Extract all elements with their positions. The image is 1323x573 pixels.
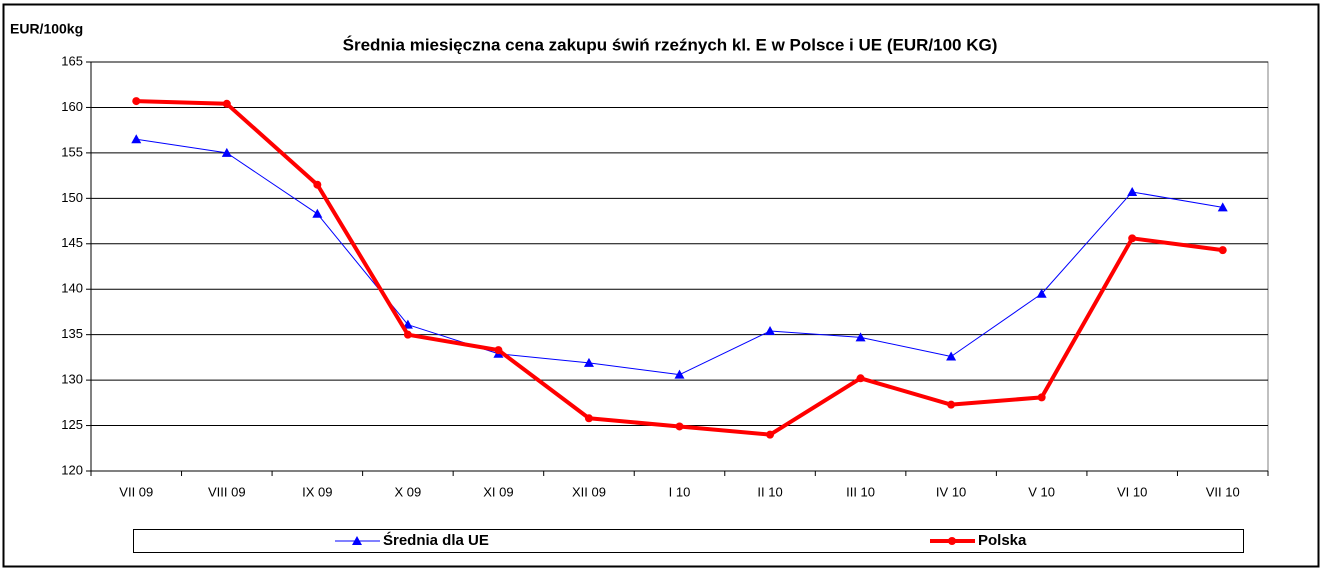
y-tick-label: 160 xyxy=(61,99,83,114)
data-point xyxy=(947,400,956,409)
y-tick-label: 140 xyxy=(61,281,83,296)
x-tick-label: I 10 xyxy=(669,484,691,499)
data-point xyxy=(946,351,957,361)
data-point xyxy=(1218,246,1227,255)
data-point xyxy=(1037,393,1046,402)
x-tick-label: XI 09 xyxy=(483,484,513,499)
x-tick-label: VII 09 xyxy=(119,484,153,499)
x-tick-label: IX 09 xyxy=(302,484,332,499)
chart-title: Średnia miesięczna cena zakupu świń rzeź… xyxy=(343,35,998,54)
data-point xyxy=(766,430,775,439)
y-tick-label: 130 xyxy=(61,372,83,387)
y-axis-label: EUR/100kg xyxy=(10,21,83,37)
x-tick-label: IV 10 xyxy=(936,484,966,499)
data-point xyxy=(402,319,413,329)
data-point xyxy=(403,330,412,339)
data-point xyxy=(132,97,141,106)
data-point xyxy=(675,422,684,431)
y-tick-label: 120 xyxy=(61,462,83,477)
legend-label: Średnia dla UE xyxy=(383,531,489,549)
data-point xyxy=(1127,186,1138,196)
legend-marker xyxy=(948,537,956,545)
x-tick-label: XII 09 xyxy=(572,484,606,499)
data-point xyxy=(494,346,503,355)
data-point xyxy=(131,134,142,144)
data-point xyxy=(855,332,866,342)
data-point xyxy=(222,99,231,108)
y-tick-label: 145 xyxy=(61,235,83,250)
y-tick-label: 165 xyxy=(61,53,83,68)
legend-marker xyxy=(352,536,362,545)
data-point xyxy=(313,180,322,189)
x-tick-label: VII 10 xyxy=(1206,484,1240,499)
data-point xyxy=(1217,202,1228,212)
data-point xyxy=(583,357,594,367)
y-tick-label: 135 xyxy=(61,326,83,341)
data-point xyxy=(1128,234,1137,243)
x-tick-label: III 10 xyxy=(846,484,875,499)
legend-label: Polska xyxy=(978,532,1027,549)
data-point xyxy=(584,414,593,423)
y-tick-label: 125 xyxy=(61,417,83,432)
legend-box xyxy=(133,529,1244,553)
x-tick-label: V 10 xyxy=(1028,484,1055,499)
x-tick-label: VIII 09 xyxy=(208,484,246,499)
x-tick-label: VI 10 xyxy=(1117,484,1147,499)
data-point xyxy=(312,208,323,218)
data-point xyxy=(674,369,685,379)
plot-area xyxy=(90,61,1269,472)
data-point xyxy=(765,326,776,336)
data-point xyxy=(1036,288,1047,298)
x-tick-label: X 09 xyxy=(395,484,422,499)
x-tick-label: II 10 xyxy=(757,484,782,499)
data-point xyxy=(856,374,865,383)
y-tick-label: 155 xyxy=(61,144,83,159)
y-tick-label: 150 xyxy=(61,190,83,205)
data-point xyxy=(221,147,232,157)
